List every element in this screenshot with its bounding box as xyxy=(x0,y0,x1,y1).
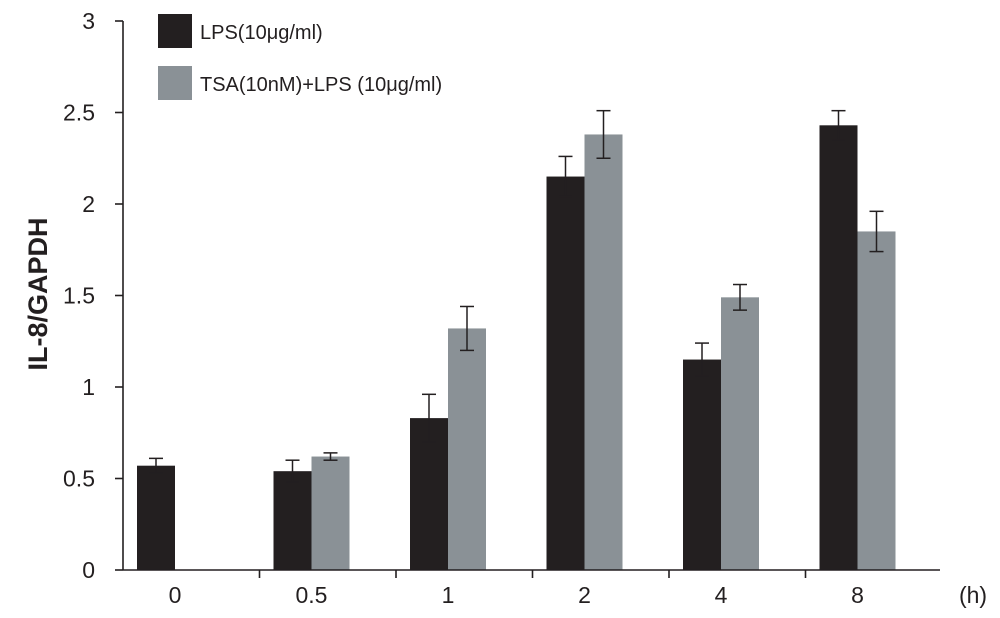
x-tick-label: 8 xyxy=(851,582,864,608)
y-tick-label: 3 xyxy=(82,8,95,34)
bar-series2-4 xyxy=(721,297,759,570)
bar-series2-1 xyxy=(448,328,486,570)
x-axis-unit-label: (h) xyxy=(959,582,987,608)
bar-series1-1 xyxy=(410,418,448,570)
bar-series1-0 xyxy=(137,465,175,570)
bar-series1-4 xyxy=(683,359,721,570)
y-tick-label: 0 xyxy=(82,557,95,583)
axes: 0 0.5 1 1.5 2 2.5 3 0 0.5 1 2 4 8 xyxy=(63,8,940,608)
error-bars xyxy=(149,109,884,483)
x-tick-label: 0 xyxy=(169,582,182,608)
x-tick-label: 0.5 xyxy=(296,582,328,608)
y-tick-label: 0.5 xyxy=(63,466,95,492)
x-tick-label: 2 xyxy=(578,582,591,608)
bar-series1-8 xyxy=(819,125,858,570)
bar-series2-8 xyxy=(857,231,896,570)
bar-series1-2 xyxy=(546,176,585,571)
y-tick-label: 1 xyxy=(82,374,95,400)
legend-label-series1: LPS(10μg/ml) xyxy=(200,22,323,44)
x-tick-label: 1 xyxy=(442,582,455,608)
x-tick-label: 4 xyxy=(715,582,728,608)
y-axis-title: IL-8/GAPDH xyxy=(23,217,53,370)
y-tick-label: 1.5 xyxy=(63,283,95,309)
y-tick-label: 2 xyxy=(82,191,95,217)
y-tick-label: 2.5 xyxy=(63,100,95,126)
bar-series1-0_5 xyxy=(273,471,312,570)
legend: LPS(10μg/ml) TSA(10nM)+LPS (10μg/ml) xyxy=(158,14,442,100)
legend-swatch-series1 xyxy=(158,14,192,48)
legend-swatch-series2 xyxy=(158,66,192,100)
bar-series2-0_5 xyxy=(311,456,350,570)
bars xyxy=(137,125,896,571)
legend-label-series2: TSA(10nM)+LPS (10μg/ml) xyxy=(200,74,442,96)
bar-series2-2 xyxy=(584,134,623,570)
